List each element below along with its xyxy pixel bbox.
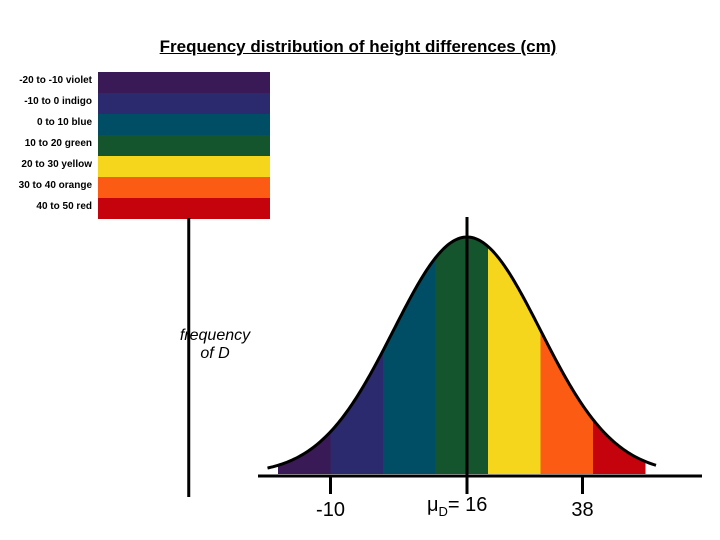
legend-label: 30 to 40 orange xyxy=(18,180,92,191)
mean-label-mu: μ xyxy=(427,494,439,516)
legend-swatch xyxy=(98,93,270,114)
band-area xyxy=(435,237,488,474)
legend-label: 40 to 50 red xyxy=(36,201,92,212)
legend-label: 10 to 20 green xyxy=(24,138,92,149)
band-area xyxy=(488,246,541,474)
legend-swatch xyxy=(98,198,270,219)
band-area xyxy=(330,350,383,474)
legend-label: 0 to 10 blue xyxy=(36,117,92,128)
legend-swatch xyxy=(98,72,270,93)
band-area xyxy=(383,257,436,474)
y-axis-label-line2: of D xyxy=(200,345,230,362)
mean-label: μD= 16 xyxy=(427,494,487,519)
mean-label-value: = 16 xyxy=(447,494,488,516)
y-axis-label-line1: frequency xyxy=(179,327,251,344)
legend-swatch xyxy=(98,114,270,135)
legend-swatch xyxy=(98,135,270,156)
legend-swatch xyxy=(98,177,270,198)
x-tick-label: -10 xyxy=(316,499,345,521)
distribution-curve xyxy=(267,235,657,470)
band-area xyxy=(278,431,331,474)
y-axis-label: frequency of D xyxy=(170,327,260,363)
legend-swatch xyxy=(98,156,270,177)
x-tick-label: 38 xyxy=(571,499,594,521)
band-area xyxy=(540,330,593,474)
legend-label: -10 to 0 indigo xyxy=(24,96,92,107)
legend-label: -20 to -10 violet xyxy=(19,75,92,86)
mean-label-subscript: D xyxy=(438,504,448,519)
legend-label: 20 to 30 yellow xyxy=(21,159,92,170)
chart-title: Frequency distribution of height differe… xyxy=(159,37,557,56)
